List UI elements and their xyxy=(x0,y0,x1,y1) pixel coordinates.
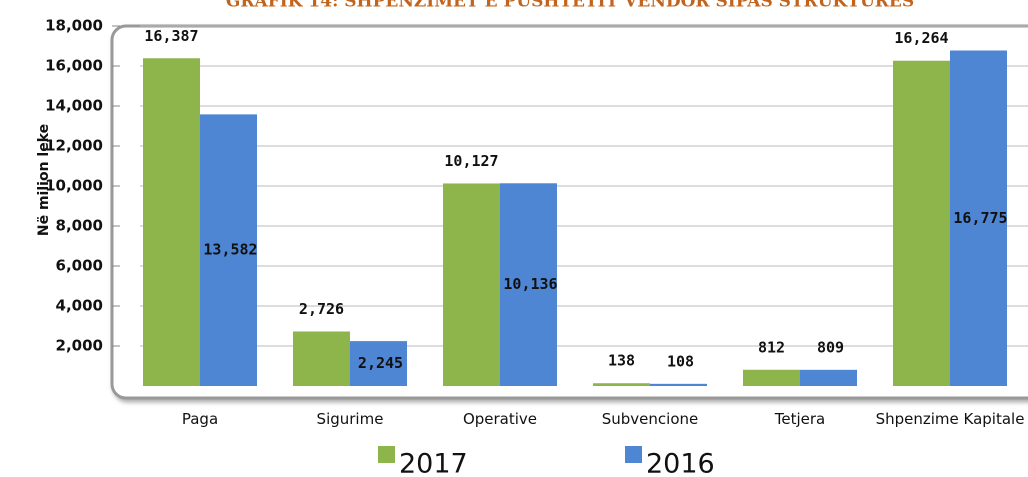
bar xyxy=(293,331,350,386)
y-tick-label: 8,000 xyxy=(56,217,103,235)
bar xyxy=(593,383,650,386)
legend-label: 2017 xyxy=(399,449,468,477)
bar xyxy=(650,383,707,386)
y-tick-label: 4,000 xyxy=(56,297,103,315)
value-label: 16,387 xyxy=(144,27,198,45)
value-label: 16,775 xyxy=(953,209,1007,227)
bar xyxy=(893,60,950,386)
chart-title: GRAFIK 14: SHPENZIMET E PUSHTETIT VENDOR… xyxy=(226,0,914,12)
y-tick-label: 12,000 xyxy=(45,137,103,155)
y-tick-label: 10,000 xyxy=(45,177,103,195)
bar xyxy=(950,50,1007,386)
y-tick-label: 16,000 xyxy=(45,57,103,75)
x-tick-label: Operative xyxy=(462,410,538,428)
value-label: 10,127 xyxy=(444,152,498,170)
bar xyxy=(500,183,557,386)
x-tick-label: Paga xyxy=(181,410,219,428)
y-tick-label: 6,000 xyxy=(56,257,103,275)
bar xyxy=(200,114,257,387)
bar xyxy=(143,58,200,386)
value-label: 13,582 xyxy=(203,241,257,259)
value-label: 809 xyxy=(817,338,844,356)
x-tick-label: Sigurime xyxy=(316,410,384,428)
y-tick-label: 18,000 xyxy=(45,17,103,35)
value-label: 10,136 xyxy=(503,275,557,293)
value-label: 2,245 xyxy=(358,354,403,372)
x-tick-label: Subvencione xyxy=(601,410,699,428)
legend-swatch xyxy=(378,446,395,463)
legend-label: 2016 xyxy=(646,449,715,477)
value-label: 812 xyxy=(758,338,785,356)
y-tick-label: 2,000 xyxy=(56,337,103,355)
value-label: 138 xyxy=(608,352,635,370)
bar xyxy=(800,369,857,386)
legend-swatch xyxy=(625,446,642,463)
bar xyxy=(350,341,407,386)
y-tick-label: 14,000 xyxy=(45,97,103,115)
x-tick-label: Tetjera xyxy=(774,410,826,428)
x-tick-label: Shpenzime Kapitale xyxy=(875,410,1025,428)
value-label: 2,726 xyxy=(299,300,344,318)
y-axis-label: Në milion leke xyxy=(36,124,52,236)
bar xyxy=(443,183,500,386)
value-label: 108 xyxy=(667,352,694,370)
bar xyxy=(743,369,800,386)
value-label: 16,264 xyxy=(894,29,948,47)
